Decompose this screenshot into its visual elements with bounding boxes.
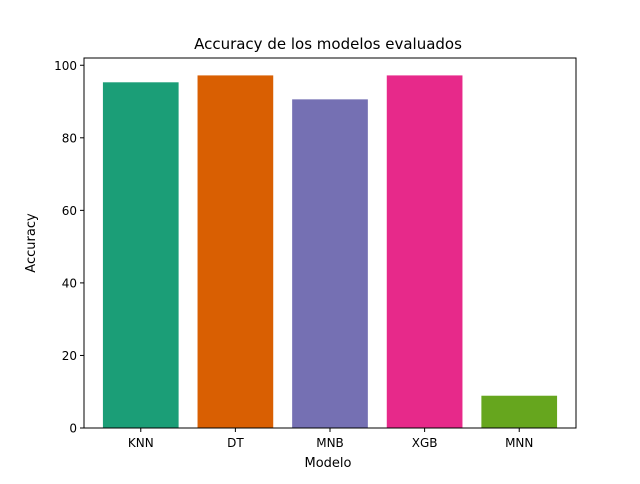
y-tick-label: 20 bbox=[62, 349, 77, 363]
bar-knn bbox=[102, 82, 179, 429]
y-tick-label: 100 bbox=[54, 59, 77, 73]
y-tick-label: 80 bbox=[62, 131, 77, 145]
y-tick-label: 0 bbox=[69, 422, 77, 436]
x-tick-label-mnn: MNN bbox=[505, 436, 533, 450]
bar-xgb bbox=[386, 75, 463, 428]
chart-title: Accuracy de los modelos evaluados bbox=[194, 35, 462, 53]
x-tick-label-knn: KNN bbox=[128, 436, 154, 450]
y-tick-label: 40 bbox=[62, 276, 77, 290]
y-axis-label: Accuracy bbox=[24, 213, 39, 273]
x-axis: KNN DT MNB XGB MNN bbox=[128, 428, 533, 450]
bars-layer bbox=[102, 75, 558, 429]
x-tick-label-dt: DT bbox=[227, 436, 244, 450]
bar-mnb bbox=[292, 99, 368, 428]
bar-mnn bbox=[481, 395, 558, 428]
y-axis: 0 20 40 60 80 100 bbox=[54, 59, 84, 436]
x-tick-label-xgb: XGB bbox=[412, 436, 438, 450]
x-axis-label: Modelo bbox=[305, 456, 352, 471]
bar-dt bbox=[197, 75, 274, 428]
x-tick-label-mnb: MNB bbox=[316, 436, 344, 450]
y-tick-label: 60 bbox=[62, 204, 77, 218]
